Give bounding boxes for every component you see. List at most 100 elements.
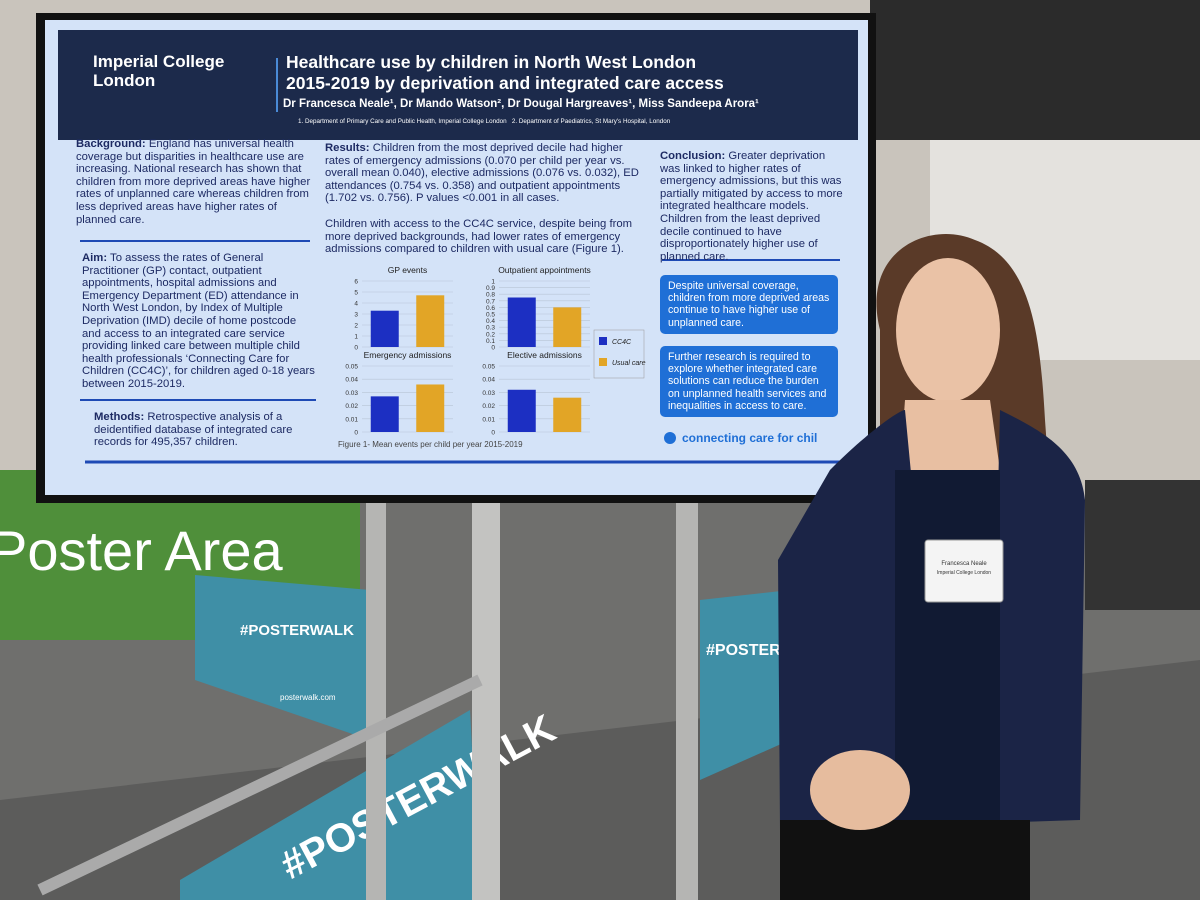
badge-org: Imperial College London bbox=[937, 570, 991, 576]
y-tick-label: 0.04 bbox=[482, 377, 495, 384]
pole bbox=[676, 495, 698, 900]
y-tick-label: 0.02 bbox=[482, 403, 495, 410]
y-tick-label: 2 bbox=[354, 323, 358, 330]
heading: Aim: bbox=[82, 252, 108, 264]
background: Background: England has universal health… bbox=[76, 138, 312, 226]
bar bbox=[370, 396, 399, 432]
hands bbox=[810, 750, 910, 830]
bar bbox=[507, 297, 536, 347]
y-tick-label: 0.03 bbox=[345, 390, 358, 397]
callout: Further research is required to explore … bbox=[660, 346, 838, 418]
callout: Despite universal coverage, children fro… bbox=[660, 275, 838, 334]
legend-box bbox=[593, 329, 645, 379]
bar bbox=[416, 384, 445, 432]
results-text: Children with access to the CC4C service… bbox=[325, 218, 633, 256]
heading: Results: bbox=[325, 142, 370, 154]
y-tick-label: 0.6 bbox=[486, 305, 495, 312]
title: Healthcare use by children in North West… bbox=[286, 52, 724, 94]
legend-swatch bbox=[599, 337, 607, 345]
bar bbox=[416, 295, 445, 347]
y-tick-label: 0.7 bbox=[486, 298, 495, 305]
bar bbox=[553, 397, 582, 432]
y-tick-label: 0 bbox=[354, 430, 358, 437]
sign-left bbox=[195, 575, 370, 740]
conclusion: Conclusion: Greater deprivation was link… bbox=[660, 150, 845, 263]
sign-text: #POSTERWALK bbox=[240, 622, 354, 639]
y-tick-label: 0.1 bbox=[486, 338, 495, 345]
face bbox=[896, 258, 1000, 402]
title-line: Healthcare use by children in North West… bbox=[286, 52, 697, 72]
top bbox=[895, 470, 1000, 820]
y-tick-label: 0.9 bbox=[486, 285, 495, 292]
results: Results: Children from the most deprived… bbox=[325, 142, 647, 205]
y-tick-label: 0.5 bbox=[486, 312, 495, 319]
logo: Imperial College London bbox=[93, 52, 224, 90]
y-tick-label: 0 bbox=[491, 430, 495, 437]
aim: Aim: To assess the rates of General Prac… bbox=[82, 252, 318, 391]
neck bbox=[900, 400, 1000, 470]
y-tick-label: 1 bbox=[491, 279, 495, 286]
pole bbox=[472, 495, 500, 900]
y-tick-label: 0.2 bbox=[486, 331, 495, 338]
text: Children from the most deprived decile h… bbox=[325, 142, 639, 205]
y-tick-label: 0.04 bbox=[345, 377, 358, 384]
logo-line: Imperial College bbox=[93, 52, 225, 71]
badge-name: Francesca Neale bbox=[941, 561, 987, 567]
y-tick-label: 0 bbox=[354, 345, 358, 352]
y-tick-label: 0.01 bbox=[482, 416, 495, 423]
y-tick-label: 0.05 bbox=[345, 364, 358, 371]
sign-site: posterwalk.com bbox=[280, 693, 336, 702]
text: Greater deprivation was linked to higher… bbox=[660, 150, 843, 263]
figure-caption: Figure 1- Mean events per child per year… bbox=[338, 440, 523, 449]
text: England has universal health coverage bu… bbox=[76, 138, 311, 226]
figure: GP events 0 1 2 3 4 5 6 Outpatient appointments 0… bbox=[345, 265, 645, 437]
y-tick-label: 0.8 bbox=[486, 292, 495, 299]
bar bbox=[370, 310, 399, 347]
bar bbox=[553, 307, 582, 347]
sign-right bbox=[700, 590, 790, 780]
heading: Conclusion: bbox=[660, 150, 726, 162]
legend-label: Usual care bbox=[612, 360, 646, 367]
trousers bbox=[780, 820, 1030, 900]
badge bbox=[924, 539, 1004, 603]
poster-header bbox=[58, 30, 858, 140]
chart-title: Outpatient appointments bbox=[498, 265, 591, 275]
methods: Methods: Retrospective analysis of a dei… bbox=[94, 411, 316, 449]
chart-title: Elective admissions bbox=[507, 350, 582, 360]
heading: Methods: bbox=[94, 411, 145, 423]
y-tick-label: 3 bbox=[354, 312, 358, 319]
y-tick-label: 0.01 bbox=[345, 416, 358, 423]
footer-logo: connecting care for chil bbox=[682, 431, 817, 445]
y-tick-label: 0.05 bbox=[482, 364, 495, 371]
authors: Dr Francesca Neale¹, Dr Mando Watson², D… bbox=[283, 98, 759, 110]
legend-label: CC4C bbox=[612, 339, 632, 346]
y-tick-label: 5 bbox=[354, 290, 358, 297]
y-tick-label: 4 bbox=[354, 301, 358, 308]
heading: Background: bbox=[76, 138, 146, 150]
counter bbox=[1085, 480, 1200, 610]
chart-title: Emergency admissions bbox=[364, 350, 452, 360]
logo-line: London bbox=[93, 71, 156, 90]
text: Retrospective analysis of a deidentified… bbox=[94, 411, 293, 449]
ceiling bbox=[870, 0, 1200, 140]
y-tick-label: 0.03 bbox=[482, 390, 495, 397]
bar bbox=[507, 389, 536, 432]
footer-icon bbox=[664, 432, 676, 444]
rail bbox=[37, 674, 483, 896]
banner-text: Poster Area bbox=[0, 519, 283, 582]
title-line: 2015-2019 by deprivation and integrated … bbox=[286, 73, 724, 93]
affiliations: 1. Department of Primary Care and Public… bbox=[298, 118, 671, 125]
text: To assess the rates of General Practitio… bbox=[82, 252, 315, 390]
y-tick-label: 6 bbox=[354, 279, 358, 286]
y-tick-label: 0 bbox=[491, 345, 495, 352]
chart-title: GP events bbox=[388, 265, 428, 275]
y-tick-label: 0.3 bbox=[486, 325, 495, 332]
sign-front bbox=[180, 710, 480, 900]
y-tick-label: 0.02 bbox=[345, 403, 358, 410]
legend-swatch bbox=[599, 358, 607, 366]
y-tick-label: 1 bbox=[354, 334, 358, 341]
y-tick-label: 0.4 bbox=[486, 318, 495, 325]
pole bbox=[366, 495, 386, 900]
